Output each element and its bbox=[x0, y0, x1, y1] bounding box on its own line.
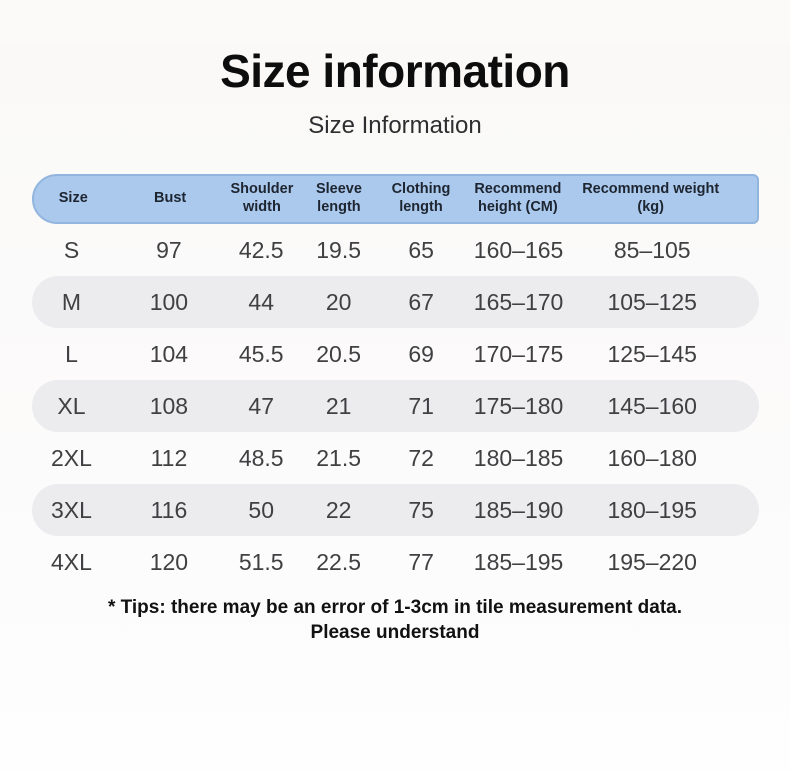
table-cell: 170–175 bbox=[473, 340, 564, 367]
table-cell: 19.5 bbox=[316, 236, 362, 263]
column-header-bust: Bust bbox=[154, 190, 187, 207]
table-cell: 69 bbox=[408, 340, 434, 367]
size-label: 3XL bbox=[51, 496, 92, 523]
table-cell: 180–195 bbox=[607, 496, 697, 523]
table-cell: 160–180 bbox=[607, 444, 697, 471]
size-chart-page: Size information Size Information Size Bu… bbox=[0, 44, 790, 772]
tips-line-2: Please understand bbox=[310, 622, 480, 644]
table-row-4xl: 4XL 120 51.5 22.5 77 185–195 195–220 bbox=[32, 536, 759, 588]
table-cell: 47 bbox=[248, 392, 275, 419]
table-cell: 97 bbox=[156, 236, 182, 263]
column-header-recommend-weight-kg: Recommend weight (kg) bbox=[582, 181, 720, 215]
table-body: S 97 42.5 19.5 65 160–165 85–105 M 100 44 20 67 165–… bbox=[31, 224, 759, 588]
table-row-s: S 97 42.5 19.5 65 160–165 85–105 bbox=[32, 224, 759, 276]
table-row-xl: XL 108 47 21 71 175–180 145–160 bbox=[31, 380, 759, 432]
table-cell: 77 bbox=[408, 548, 434, 575]
table-row-l: L 104 45.5 20.5 69 170–175 125–145 bbox=[32, 328, 759, 380]
table-cell: 22.5 bbox=[316, 548, 362, 575]
table-cell: 160–165 bbox=[473, 236, 564, 263]
table-cell: 20 bbox=[325, 288, 352, 315]
table-row-2xl: 2XL 112 48.5 21.5 72 180–185 160–180 bbox=[32, 432, 759, 484]
tips-line-1: * Tips: there may be an error of 1-3cm i… bbox=[107, 597, 683, 618]
page-subtitle: Size Information bbox=[308, 112, 482, 139]
table-cell: 75 bbox=[408, 496, 434, 523]
table-cell: 116 bbox=[150, 496, 188, 523]
page-title: Size information bbox=[220, 45, 570, 97]
size-label: 2XL bbox=[51, 444, 92, 471]
column-header-clothing-length: Clothing length bbox=[391, 181, 451, 215]
size-label: S bbox=[63, 236, 80, 263]
table-cell: 100 bbox=[149, 288, 189, 315]
table-cell: 44 bbox=[248, 288, 275, 315]
table-cell: 185–190 bbox=[473, 496, 564, 523]
table-cell: 112 bbox=[150, 444, 188, 471]
table-cell: 65 bbox=[408, 236, 434, 263]
table-cell: 51.5 bbox=[238, 548, 284, 575]
column-header-recommend-height-cm: Recommend height (CM) bbox=[474, 181, 562, 215]
size-label: M bbox=[61, 288, 82, 315]
table-cell: 185–195 bbox=[473, 548, 564, 575]
table-cell: 67 bbox=[408, 288, 434, 315]
table-cell: 165–170 bbox=[473, 288, 564, 315]
table-cell: 108 bbox=[149, 392, 189, 419]
size-label: L bbox=[65, 340, 78, 367]
table-cell: 72 bbox=[408, 444, 434, 471]
table-cell: 120 bbox=[149, 548, 189, 575]
column-header-sleeve-length: Sleeve length bbox=[315, 181, 362, 215]
table-cell: 48.5 bbox=[238, 444, 284, 471]
table-cell: 71 bbox=[408, 392, 434, 419]
table-cell: 105–125 bbox=[607, 288, 697, 315]
table-row-3xl: 3XL 116 50 22 75 185–190 180–195 bbox=[31, 484, 759, 536]
table-cell: 180–185 bbox=[473, 444, 564, 471]
table-cell: 45.5 bbox=[238, 340, 284, 367]
table-cell: 20.5 bbox=[316, 340, 362, 367]
table-cell: 125–145 bbox=[607, 340, 697, 367]
size-label: XL bbox=[57, 392, 86, 419]
size-label: 4XL bbox=[51, 548, 92, 575]
table-cell: 145–160 bbox=[607, 392, 697, 419]
table-cell: 42.5 bbox=[238, 236, 284, 263]
table-row-m: M 100 44 20 67 165–170 105–125 bbox=[31, 276, 759, 328]
table-header-row: Size Bust Shoulder width Sleeve length Cloth… bbox=[31, 174, 759, 224]
table-cell: 22 bbox=[325, 496, 352, 523]
table-cell: 50 bbox=[248, 496, 275, 523]
column-header-shoulder-width: Shoulder width bbox=[230, 181, 294, 215]
table-cell: 104 bbox=[149, 340, 189, 367]
table-cell: 175–180 bbox=[473, 392, 564, 419]
table-cell: 195–220 bbox=[607, 548, 697, 575]
table-cell: 85–105 bbox=[613, 236, 691, 263]
table-cell: 21.5 bbox=[316, 444, 362, 471]
size-table: Size Bust Shoulder width Sleeve length Cloth… bbox=[31, 174, 759, 588]
column-header-size: Size bbox=[58, 190, 88, 207]
table-cell: 21 bbox=[325, 392, 352, 419]
tips-note: * Tips: there may be an error of 1-3cm i… bbox=[0, 595, 790, 645]
